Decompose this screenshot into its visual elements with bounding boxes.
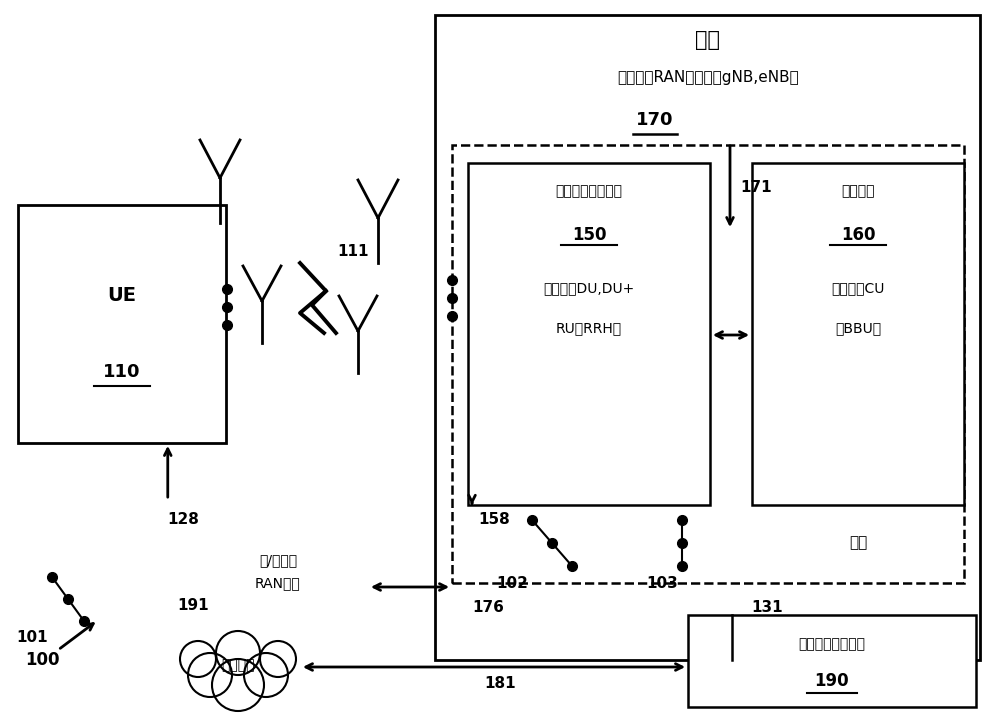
Text: 到/从其他: 到/从其他 [259, 553, 297, 567]
Text: 150: 150 [572, 226, 606, 244]
Bar [688, 615, 976, 707]
Text: 181: 181 [484, 676, 516, 691]
Circle shape [244, 653, 288, 697]
Text: 176: 176 [472, 599, 504, 614]
Circle shape [216, 631, 260, 675]
Text: 191: 191 [177, 598, 209, 613]
Bar [452, 145, 964, 583]
Circle shape [180, 641, 216, 677]
Text: RU或RRH）: RU或RRH） [556, 321, 622, 335]
Text: 100: 100 [25, 651, 59, 669]
Text: 基站: 基站 [696, 30, 720, 50]
Text: 131: 131 [751, 599, 783, 614]
Text: （多个）远程节点: （多个）远程节点 [556, 184, 622, 198]
Text: 158: 158 [478, 513, 510, 528]
Text: 中央节点: 中央节点 [841, 184, 875, 198]
Text: 171: 171 [740, 179, 772, 194]
Text: 190: 190 [815, 672, 849, 690]
Text: （例如，DU,DU+: （例如，DU,DU+ [543, 281, 635, 295]
Circle shape [188, 653, 232, 697]
Text: 101: 101 [16, 629, 48, 644]
Bar [468, 163, 710, 505]
Bar [752, 163, 964, 505]
Text: 160: 160 [841, 226, 875, 244]
Text: 或BBU）: 或BBU） [835, 321, 881, 335]
Text: （例如，RAN节点诸如gNB,eNB）: （例如，RAN节点诸如gNB,eNB） [617, 69, 799, 84]
Text: UE: UE [108, 286, 136, 305]
Bar [18, 205, 226, 443]
Text: 独立: 独立 [849, 536, 867, 551]
Text: 110: 110 [103, 363, 141, 380]
Text: 111: 111 [337, 244, 369, 259]
Text: 170: 170 [636, 111, 674, 129]
Circle shape [260, 641, 296, 677]
Bar [435, 15, 980, 660]
Text: （例如，CU: （例如，CU [831, 281, 885, 295]
Circle shape [212, 659, 264, 711]
Text: 128: 128 [167, 513, 199, 528]
Text: 102: 102 [496, 576, 528, 591]
Text: RAN节点: RAN节点 [255, 576, 301, 590]
Text: （多个）网络元件: （多个）网络元件 [798, 638, 866, 651]
Text: 数据网络: 数据网络 [221, 658, 255, 672]
Text: 103: 103 [646, 576, 678, 591]
